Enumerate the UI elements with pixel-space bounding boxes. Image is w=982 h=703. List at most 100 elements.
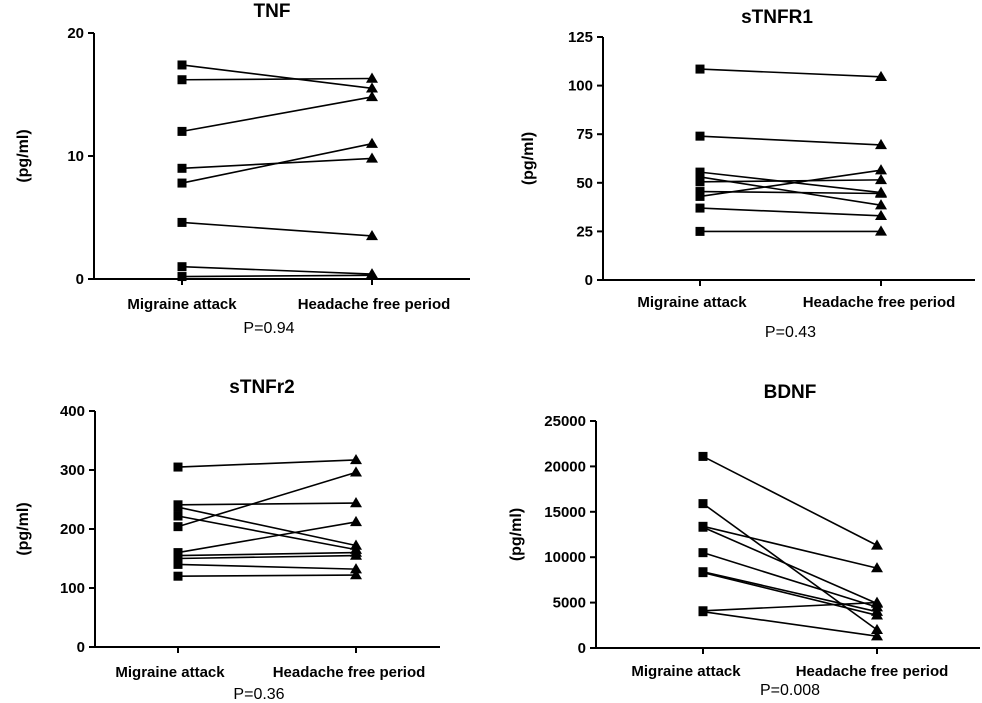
y-tick-label: 5000 bbox=[553, 595, 586, 612]
x-category-label: Headache free period bbox=[796, 663, 949, 680]
migraine-attack-point bbox=[173, 571, 183, 581]
subject-pair-line bbox=[699, 207, 882, 217]
y-tick-label: 25000 bbox=[544, 413, 586, 430]
subject-pair-line bbox=[177, 554, 357, 560]
headache-free-point bbox=[875, 70, 887, 82]
headache-free-point bbox=[350, 569, 362, 580]
headache-free-point bbox=[366, 229, 378, 241]
headache-free-point bbox=[875, 199, 887, 210]
y-tick-label: 20000 bbox=[544, 458, 586, 475]
y-tick-label: 0 bbox=[585, 272, 593, 289]
chart-title: TNF bbox=[254, 1, 291, 22]
headache-free-point bbox=[875, 164, 887, 175]
y-axis-label: (pg/ml) bbox=[15, 129, 32, 182]
y-tick-label: 0 bbox=[578, 640, 586, 657]
subject-pair-line bbox=[181, 265, 373, 275]
subject-pair-line bbox=[702, 570, 878, 613]
headache-free-point bbox=[875, 138, 887, 150]
y-axis-label: (pg/ml) bbox=[508, 508, 525, 561]
x-category-label: Headache free period bbox=[298, 296, 451, 313]
subject-pair-line bbox=[177, 574, 357, 577]
subject-pair-line bbox=[699, 135, 882, 146]
headache-free-point bbox=[871, 609, 883, 620]
headache-free-point bbox=[871, 630, 883, 641]
subject-pair-line bbox=[181, 221, 373, 237]
chart-panel-3: sTNFr2 0 100 200 300 400 Migraine attack Headac… bbox=[15, 377, 440, 703]
migraine-attack-point bbox=[698, 568, 708, 578]
subject-pair-line bbox=[702, 601, 878, 612]
migraine-attack-point bbox=[695, 131, 705, 141]
headache-free-point bbox=[350, 515, 362, 527]
headache-free-point bbox=[350, 466, 362, 477]
subject-pair-line bbox=[177, 471, 357, 528]
y-tick-label: 25 bbox=[576, 223, 593, 240]
headache-free-point bbox=[875, 209, 887, 221]
subject-pair-line bbox=[177, 521, 357, 554]
y-tick-label: 125 bbox=[568, 29, 593, 46]
headache-free-point bbox=[875, 187, 887, 198]
migraine-attack-point bbox=[698, 451, 708, 461]
subject-pair-line bbox=[702, 551, 878, 608]
y-tick-label: 20 bbox=[67, 25, 84, 42]
headache-free-point bbox=[871, 539, 883, 550]
migraine-attack-point bbox=[173, 559, 183, 569]
y-tick-label: 100 bbox=[60, 580, 85, 597]
headache-free-point bbox=[366, 137, 378, 148]
x-category-label: Migraine attack bbox=[637, 294, 747, 311]
chart-title: sTNFR1 bbox=[741, 7, 813, 28]
chart-title: sTNFr2 bbox=[229, 377, 294, 398]
y-tick-label: 15000 bbox=[544, 504, 586, 521]
x-category-label: Migraine attack bbox=[631, 663, 741, 680]
migraine-attack-point bbox=[695, 167, 705, 177]
subject-pair-line bbox=[177, 502, 357, 506]
migraine-attack-point bbox=[698, 548, 708, 558]
chart-panel-1: TNF 0 10 20 Migraine attack Headache free per… bbox=[15, 1, 470, 337]
subject-pair-line bbox=[181, 96, 373, 133]
subject-pair-line bbox=[177, 459, 357, 468]
headache-free-point bbox=[366, 82, 378, 93]
subject-pair-line bbox=[181, 64, 373, 90]
subject-pair-line bbox=[702, 571, 878, 617]
headache-free-point bbox=[366, 90, 378, 102]
subject-pair-line bbox=[699, 179, 882, 183]
subject-pair-line bbox=[699, 171, 882, 194]
p-value: P=0.43 bbox=[765, 324, 816, 341]
migraine-attack-point bbox=[698, 499, 708, 509]
x-category-label: Migraine attack bbox=[115, 664, 225, 681]
headache-free-point bbox=[366, 269, 378, 280]
subject-pair-line bbox=[699, 169, 882, 198]
headache-free-point bbox=[875, 225, 887, 236]
y-tick-label: 200 bbox=[60, 521, 85, 538]
subject-pair-line bbox=[702, 610, 878, 637]
x-category-label: Migraine attack bbox=[127, 296, 237, 313]
headache-free-point bbox=[350, 453, 362, 465]
migraine-attack-point bbox=[695, 172, 705, 182]
migraine-attack-point bbox=[698, 607, 708, 617]
headache-free-point bbox=[871, 623, 883, 635]
migraine-attack-point bbox=[177, 60, 187, 70]
migraine-attack-point bbox=[173, 554, 183, 563]
chart-panel-2: sTNFR1 0 25 50 75 100 125 Migraine attack Headac… bbox=[520, 7, 975, 341]
subject-pair-line bbox=[177, 563, 357, 570]
subject-pair-line bbox=[702, 526, 878, 605]
chart-panel-4: BDNF 0 5000 10000 15000 20000 25000 Migraine at… bbox=[508, 382, 980, 699]
subject-pair-line bbox=[177, 515, 357, 551]
subject-pair-line bbox=[177, 506, 357, 547]
headache-free-point bbox=[366, 152, 378, 163]
subject-pair-line bbox=[702, 502, 878, 631]
headache-free-point bbox=[871, 562, 883, 573]
y-axis-label: (pg/ml) bbox=[15, 502, 32, 555]
headache-free-point bbox=[875, 173, 887, 185]
migraine-attack-point bbox=[173, 522, 183, 532]
p-value: P=0.94 bbox=[243, 320, 294, 337]
subject-pair-line bbox=[177, 551, 357, 557]
y-tick-label: 400 bbox=[60, 403, 85, 420]
p-value: P=0.008 bbox=[760, 682, 820, 699]
migraine-attack-point bbox=[177, 126, 187, 136]
subject-pair-line bbox=[181, 77, 373, 81]
migraine-attack-point bbox=[177, 272, 187, 282]
migraine-attack-point bbox=[695, 64, 705, 74]
migraine-attack-point bbox=[698, 522, 708, 532]
y-tick-label: 10 bbox=[67, 148, 84, 165]
